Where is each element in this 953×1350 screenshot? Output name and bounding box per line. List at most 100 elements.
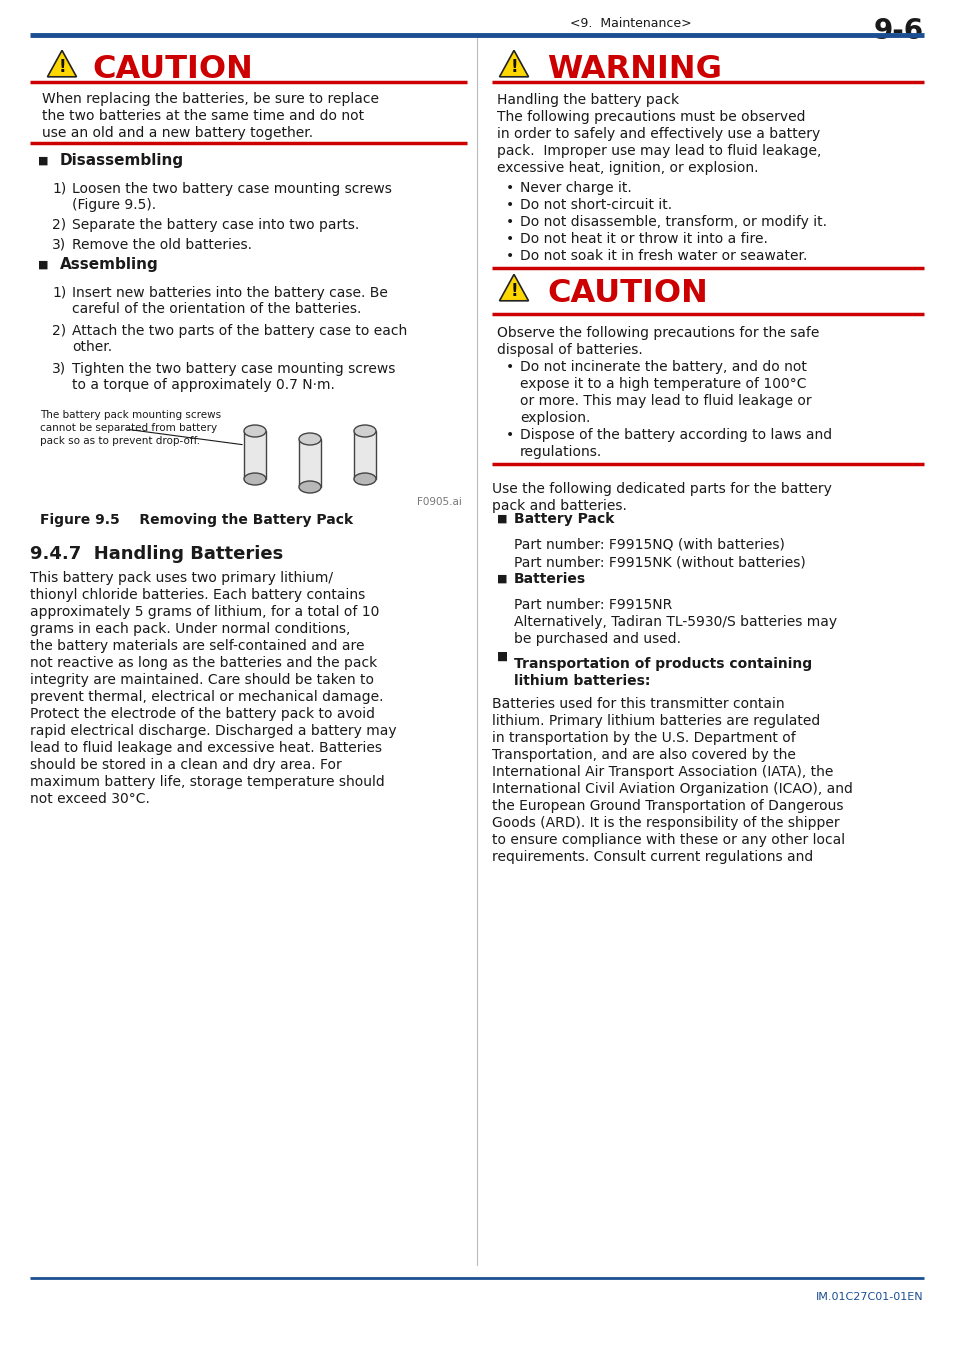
Text: This battery pack uses two primary lithium/: This battery pack uses two primary lithi…	[30, 571, 333, 585]
FancyBboxPatch shape	[298, 439, 320, 487]
FancyBboxPatch shape	[354, 431, 375, 479]
Text: 1): 1)	[52, 286, 66, 300]
Text: Do not soak it in fresh water or seawater.: Do not soak it in fresh water or seawate…	[519, 248, 806, 263]
Text: excessive heat, ignition, or explosion.: excessive heat, ignition, or explosion.	[497, 161, 758, 176]
Text: not reactive as long as the batteries and the pack: not reactive as long as the batteries an…	[30, 656, 376, 670]
Text: prevent thermal, electrical or mechanical damage.: prevent thermal, electrical or mechanica…	[30, 690, 383, 703]
Text: ■: ■	[497, 514, 507, 524]
Text: Insert new batteries into the battery case. Be: Insert new batteries into the battery ca…	[71, 286, 388, 300]
Text: the two batteries at the same time and do not: the two batteries at the same time and d…	[42, 109, 364, 123]
Text: explosion.: explosion.	[519, 410, 590, 425]
Text: •: •	[505, 181, 514, 194]
Text: Figure 9.5: Figure 9.5	[40, 513, 120, 526]
Text: 9.4.7  Handling Batteries: 9.4.7 Handling Batteries	[30, 545, 283, 563]
Text: requirements. Consult current regulations and: requirements. Consult current regulation…	[492, 850, 812, 864]
Text: Attach the two parts of the battery case to each: Attach the two parts of the battery case…	[71, 324, 407, 338]
Text: ■: ■	[497, 574, 507, 585]
Polygon shape	[48, 50, 76, 77]
Text: Tighten the two battery case mounting screws: Tighten the two battery case mounting sc…	[71, 362, 395, 377]
Text: Disassembling: Disassembling	[60, 154, 184, 169]
Ellipse shape	[354, 425, 375, 437]
Text: not exceed 30°C.: not exceed 30°C.	[30, 792, 150, 806]
Text: Handling the battery pack: Handling the battery pack	[497, 93, 679, 107]
Text: Part number: F9915NK (without batteries): Part number: F9915NK (without batteries)	[514, 555, 805, 568]
Text: International Air Transport Association (IATA), the: International Air Transport Association …	[492, 765, 833, 779]
Text: rapid electrical discharge. Discharged a battery may: rapid electrical discharge. Discharged a…	[30, 724, 396, 738]
Text: ■: ■	[38, 261, 49, 270]
Text: Part number: F9915NQ (with batteries): Part number: F9915NQ (with batteries)	[514, 539, 784, 552]
Text: the European Ground Transportation of Dangerous: the European Ground Transportation of Da…	[492, 799, 842, 813]
Polygon shape	[499, 274, 528, 301]
Text: !: !	[510, 58, 517, 76]
Text: should be stored in a clean and dry area. For: should be stored in a clean and dry area…	[30, 757, 341, 772]
Text: Do not disassemble, transform, or modify it.: Do not disassemble, transform, or modify…	[519, 215, 826, 230]
Ellipse shape	[298, 433, 320, 446]
Text: F0905.ai: F0905.ai	[416, 497, 461, 508]
Text: Observe the following precautions for the safe: Observe the following precautions for th…	[497, 325, 819, 340]
Text: pack and batteries.: pack and batteries.	[492, 500, 626, 513]
Text: pack.  Improper use may lead to fluid leakage,: pack. Improper use may lead to fluid lea…	[497, 144, 821, 158]
Text: 3): 3)	[52, 362, 66, 377]
FancyBboxPatch shape	[244, 431, 266, 479]
Text: Transportation of products containing: Transportation of products containing	[514, 657, 811, 671]
Text: 2): 2)	[52, 324, 66, 338]
Text: careful of the orientation of the batteries.: careful of the orientation of the batter…	[71, 302, 361, 316]
Text: or more. This may lead to fluid leakage or: or more. This may lead to fluid leakage …	[519, 394, 811, 408]
Text: Loosen the two battery case mounting screws: Loosen the two battery case mounting scr…	[71, 182, 392, 196]
Text: Transportation, and are also covered by the: Transportation, and are also covered by …	[492, 748, 795, 761]
Text: !: !	[58, 58, 66, 76]
Text: (Figure 9.5).: (Figure 9.5).	[71, 198, 156, 212]
Text: 1): 1)	[52, 182, 66, 196]
Text: IM.01C27C01-01EN: IM.01C27C01-01EN	[816, 1292, 923, 1301]
Text: !: !	[510, 282, 517, 300]
Text: <9.  Maintenance>: <9. Maintenance>	[569, 18, 691, 30]
Text: Batteries: Batteries	[514, 572, 585, 586]
Text: Part number: F9915NR: Part number: F9915NR	[514, 598, 672, 612]
Text: pack so as to prevent drop-off.: pack so as to prevent drop-off.	[40, 436, 200, 446]
Text: Protect the electrode of the battery pack to avoid: Protect the electrode of the battery pac…	[30, 707, 375, 721]
Text: Goods (ARD). It is the responsibility of the shipper: Goods (ARD). It is the responsibility of…	[492, 815, 839, 830]
Text: the battery materials are self-contained and are: the battery materials are self-contained…	[30, 639, 364, 653]
Text: 3): 3)	[52, 238, 66, 252]
Text: Never charge it.: Never charge it.	[519, 181, 631, 194]
Text: maximum battery life, storage temperature should: maximum battery life, storage temperatur…	[30, 775, 384, 788]
Ellipse shape	[244, 425, 266, 437]
Text: WARNING: WARNING	[546, 54, 721, 85]
Text: Removing the Battery Pack: Removing the Battery Pack	[115, 513, 353, 526]
Text: lithium batteries:: lithium batteries:	[514, 674, 650, 688]
Ellipse shape	[354, 472, 375, 485]
Text: •: •	[505, 215, 514, 230]
Text: •: •	[505, 232, 514, 246]
Text: When replacing the batteries, be sure to replace: When replacing the batteries, be sure to…	[42, 92, 378, 107]
Text: regulations.: regulations.	[519, 446, 601, 459]
Text: Separate the battery case into two parts.: Separate the battery case into two parts…	[71, 217, 359, 232]
Text: Batteries used for this transmitter contain: Batteries used for this transmitter cont…	[492, 697, 783, 711]
Text: International Civil Aviation Organization (ICAO), and: International Civil Aviation Organizatio…	[492, 782, 852, 796]
Text: integrity are maintained. Care should be taken to: integrity are maintained. Care should be…	[30, 674, 374, 687]
Text: 2): 2)	[52, 217, 66, 232]
Text: in transportation by the U.S. Department of: in transportation by the U.S. Department…	[492, 730, 795, 745]
Text: Do not heat it or throw it into a fire.: Do not heat it or throw it into a fire.	[519, 232, 767, 246]
Text: CAUTION: CAUTION	[546, 278, 707, 309]
Text: use an old and a new battery together.: use an old and a new battery together.	[42, 126, 313, 140]
Text: cannot be separated from battery: cannot be separated from battery	[40, 423, 217, 433]
Text: CAUTION: CAUTION	[91, 54, 253, 85]
Text: •: •	[505, 360, 514, 374]
Text: •: •	[505, 248, 514, 263]
Text: lead to fluid leakage and excessive heat. Batteries: lead to fluid leakage and excessive heat…	[30, 741, 381, 755]
Text: in order to safely and effectively use a battery: in order to safely and effectively use a…	[497, 127, 820, 140]
Text: to a torque of approximately 0.7 N·m.: to a torque of approximately 0.7 N·m.	[71, 378, 335, 392]
Text: ■: ■	[497, 649, 508, 663]
Text: The battery pack mounting screws: The battery pack mounting screws	[40, 410, 221, 420]
Text: •: •	[505, 428, 514, 441]
Text: •: •	[505, 198, 514, 212]
Text: thionyl chloride batteries. Each battery contains: thionyl chloride batteries. Each battery…	[30, 589, 365, 602]
Text: Do not short-circuit it.: Do not short-circuit it.	[519, 198, 672, 212]
Text: Battery Pack: Battery Pack	[514, 512, 614, 526]
Ellipse shape	[244, 472, 266, 485]
Text: Dispose of the battery according to laws and: Dispose of the battery according to laws…	[519, 428, 831, 441]
Text: grams in each pack. Under normal conditions,: grams in each pack. Under normal conditi…	[30, 622, 350, 636]
Text: Do not incinerate the battery, and do not: Do not incinerate the battery, and do no…	[519, 360, 806, 374]
Text: approximately 5 grams of lithium, for a total of 10: approximately 5 grams of lithium, for a …	[30, 605, 379, 620]
Text: expose it to a high temperature of 100°C: expose it to a high temperature of 100°C	[519, 377, 805, 392]
